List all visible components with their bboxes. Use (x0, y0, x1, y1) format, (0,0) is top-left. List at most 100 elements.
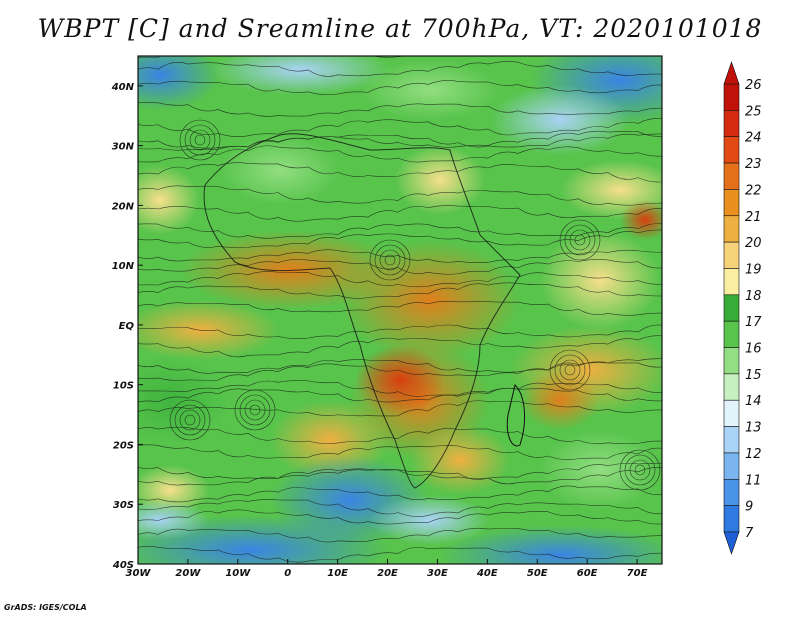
chart-title: WBPT [C] and Sreamline at 700hPa, VT: 20… (37, 14, 763, 43)
lon-tick-label: 70E (627, 568, 648, 579)
lon-tick-label: 20E (377, 568, 398, 579)
streamline (138, 282, 662, 299)
colorbar-label: 12 (745, 447, 762, 462)
streamline-vortex (634, 464, 646, 476)
colorbar-label: 26 (745, 78, 762, 93)
colorbar-segment (723, 373, 740, 401)
streamline (138, 229, 662, 249)
colorbar-label: 24 (745, 131, 762, 146)
streamline-vortex (569, 229, 591, 251)
streamline (138, 145, 662, 163)
colorbar-label: 23 (745, 157, 762, 172)
streamline-vortex (554, 354, 586, 386)
lon-tick-label: 0 (284, 568, 291, 579)
streamline (138, 61, 662, 77)
streamline (138, 118, 662, 137)
streamline (138, 300, 662, 316)
colorbar-segment (723, 320, 740, 348)
colorbar-label: 22 (745, 183, 762, 198)
wbpt-field (138, 56, 662, 564)
streamline-vortex (574, 234, 586, 246)
streamline (138, 162, 662, 183)
streamline-vortex (184, 124, 216, 156)
streamline (138, 335, 662, 358)
streamline (138, 102, 662, 117)
streamline (138, 358, 662, 374)
colorbar-label: 7 (745, 526, 754, 541)
colorbar-segment (723, 215, 740, 243)
streamline-vortex (369, 239, 411, 281)
streamline-vortex (559, 359, 581, 381)
colorbar-segment (723, 83, 740, 111)
colorbar-label: 13 (745, 421, 762, 436)
streamline (138, 387, 662, 403)
colorbar-label: 21 (745, 210, 762, 225)
streamline (138, 400, 662, 417)
lon-tick-label: 20W (175, 568, 201, 579)
colorbar-label: 17 (745, 315, 762, 330)
streamline (138, 485, 662, 503)
colorbar-segment (723, 399, 740, 427)
lon-tick-label: 50E (527, 568, 548, 579)
lon-tick-label: 10W (225, 568, 251, 579)
colorbar-label: 19 (745, 262, 762, 277)
streamline-vortex (169, 399, 211, 441)
streamline-vortex (379, 249, 401, 271)
colorbar-label: 9 (745, 500, 753, 515)
colorbar-segment (723, 294, 740, 322)
colorbar-label: 20 (745, 236, 762, 251)
streamline-vortex (239, 394, 271, 426)
streamline-vortex (374, 244, 406, 276)
longitude-axis: 30W 20W 10W 0 10E 20E 30E 40E 50E 60E 70E (126, 559, 648, 579)
streamline (138, 258, 662, 275)
colorbar-segment (723, 136, 740, 164)
lon-tick-label: 30W (126, 568, 152, 579)
streamline-vortex (624, 454, 656, 486)
streamline (138, 462, 662, 486)
streamline (138, 380, 662, 397)
colorbar-segment (723, 162, 740, 190)
lat-tick-label: 40N (111, 82, 135, 93)
colorbar-bottom-arrow (723, 531, 740, 555)
colorbar-label: 18 (745, 289, 762, 304)
streamline (138, 527, 662, 543)
colorbar-label: 25 (745, 104, 762, 119)
colorbar-segment (723, 426, 740, 454)
streamline (138, 56, 429, 58)
streamline-vortex (384, 254, 396, 266)
streamline (138, 426, 662, 445)
colorbar-segment (723, 347, 740, 375)
colorbar-label: 15 (745, 368, 762, 383)
lat-tick-label: 20S (113, 440, 134, 451)
streamline-vortex (174, 404, 206, 436)
latitude-axis: 40N 30N 20N 10N EQ 10S 20S 30S 40S (111, 82, 143, 571)
streamline-vortex (194, 134, 206, 146)
lat-tick-label: 40S (112, 560, 134, 571)
streamline-vortex (179, 119, 221, 161)
colorbar-segment (723, 268, 740, 296)
lat-tick-label: 30N (112, 142, 135, 153)
streamline-vortex (564, 364, 576, 376)
colorbar-segment (723, 478, 740, 506)
lat-tick-label: 20N (112, 201, 135, 212)
streamline-vortex (249, 404, 261, 416)
lat-tick-label: 10N (112, 261, 135, 272)
streamline (138, 362, 662, 381)
streamline-vortex (564, 224, 596, 256)
credit-text: GrADS: IGES/COLA (4, 603, 87, 612)
streamline-vortex (559, 219, 601, 261)
lon-tick-label: 40E (476, 568, 498, 579)
streamline (138, 499, 662, 517)
streamline (138, 249, 662, 263)
streamline-vortex (619, 449, 661, 491)
streamline (138, 185, 662, 206)
colorbar-segment (723, 189, 740, 217)
streamline (138, 324, 662, 339)
colorbar-label: 11 (745, 473, 762, 488)
colorbar-segment (723, 452, 740, 480)
streamline-vortex (629, 459, 651, 481)
colorbar-top-arrow (723, 61, 740, 85)
streamline (138, 545, 662, 563)
streamline-vortex (179, 409, 201, 431)
